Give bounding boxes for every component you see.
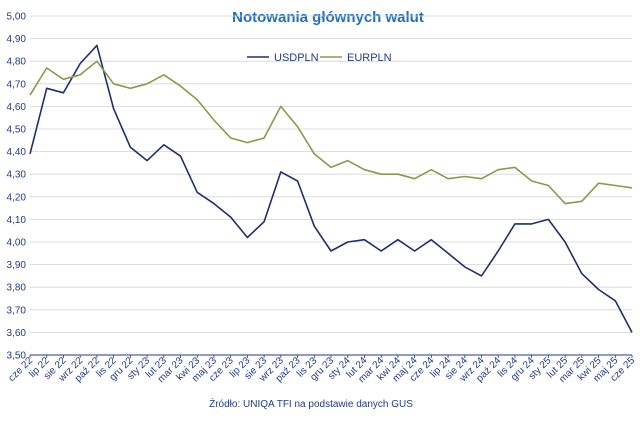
y-tick-label: 4,80 [7, 57, 27, 68]
y-tick-label: 4,00 [7, 238, 27, 249]
y-tick-label: 5,00 [7, 12, 27, 23]
y-tick-label: 4,50 [7, 125, 27, 136]
y-tick-label: 4,40 [7, 147, 27, 158]
y-tick-label: 4,10 [7, 215, 27, 226]
grid-lines [30, 15, 632, 356]
series-line-eurpln [29, 60, 633, 205]
y-tick-label: 3,60 [7, 328, 27, 339]
y-tick-label: 4,70 [7, 79, 27, 90]
y-tick-label: 3,80 [7, 283, 27, 294]
series-lines [29, 44, 633, 333]
source-note: Źródło: UNIQA TFI na podstawie danych GU… [209, 397, 413, 410]
y-tick-label: 4,60 [7, 102, 27, 113]
y-tick-label: 3,70 [7, 305, 27, 316]
legend-label-eurpln: EURPLN [347, 52, 392, 64]
y-tick-label: 3,90 [7, 260, 27, 271]
y-tick-label: 4,30 [7, 170, 27, 181]
y-axis-ticks: 3,50 3,60 3,70 3,80 3,90 4,00 4,10 4,20 4,30 4,40… [7, 12, 27, 362]
y-tick-label: 3,50 [7, 351, 27, 362]
y-tick-label: 4,20 [7, 192, 27, 203]
legend-label-usdpln: USDPLN [274, 52, 319, 64]
legend: USDPLN EURPLN [247, 52, 392, 64]
y-tick-label: 4,90 [7, 34, 27, 45]
chart-title: Notowania głównych walut [232, 9, 424, 26]
series-line-usdpln [29, 44, 633, 333]
